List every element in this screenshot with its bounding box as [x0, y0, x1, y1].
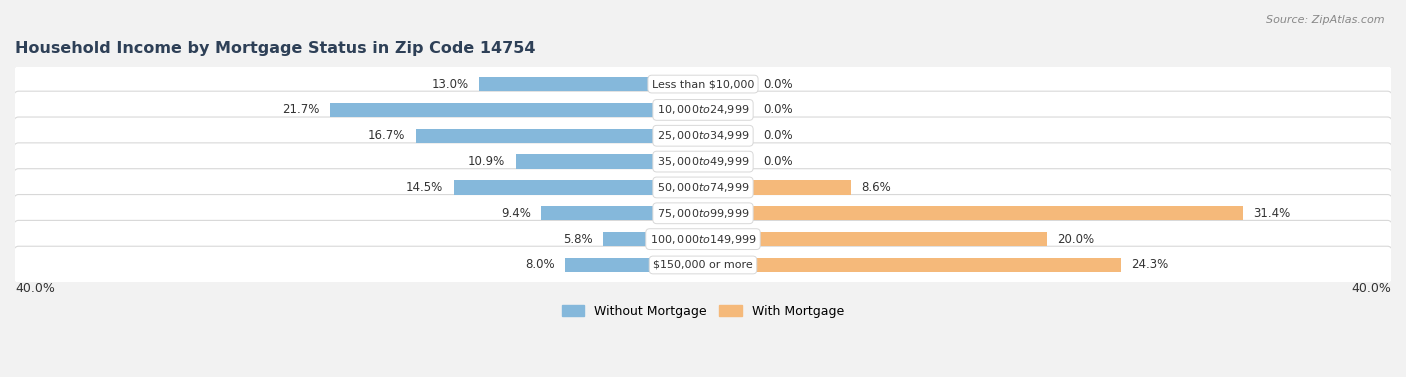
- Text: 8.6%: 8.6%: [862, 181, 891, 194]
- Text: Household Income by Mortgage Status in Zip Code 14754: Household Income by Mortgage Status in Z…: [15, 41, 536, 57]
- Bar: [330, 103, 703, 117]
- Bar: [416, 129, 703, 143]
- Bar: [603, 232, 703, 246]
- Text: 40.0%: 40.0%: [15, 282, 55, 295]
- Text: 8.0%: 8.0%: [526, 259, 555, 271]
- Text: $75,000 to $99,999: $75,000 to $99,999: [657, 207, 749, 220]
- Text: 0.0%: 0.0%: [763, 78, 793, 90]
- Text: $35,000 to $49,999: $35,000 to $49,999: [657, 155, 749, 168]
- FancyBboxPatch shape: [13, 143, 1393, 180]
- Text: 13.0%: 13.0%: [432, 78, 470, 90]
- Text: 16.7%: 16.7%: [368, 129, 405, 142]
- Bar: [703, 180, 851, 195]
- Bar: [541, 206, 703, 221]
- Text: 5.8%: 5.8%: [564, 233, 593, 246]
- Text: 31.4%: 31.4%: [1253, 207, 1291, 220]
- Text: 20.0%: 20.0%: [1057, 233, 1094, 246]
- Bar: [479, 77, 703, 91]
- Text: 0.0%: 0.0%: [763, 103, 793, 116]
- FancyBboxPatch shape: [13, 169, 1393, 206]
- Legend: Without Mortgage, With Mortgage: Without Mortgage, With Mortgage: [557, 300, 849, 323]
- FancyBboxPatch shape: [13, 91, 1393, 129]
- Bar: [703, 206, 1243, 221]
- Text: $10,000 to $24,999: $10,000 to $24,999: [657, 103, 749, 116]
- Text: $25,000 to $34,999: $25,000 to $34,999: [657, 129, 749, 142]
- Bar: [516, 155, 703, 169]
- Text: $50,000 to $74,999: $50,000 to $74,999: [657, 181, 749, 194]
- FancyBboxPatch shape: [13, 117, 1393, 155]
- Text: Source: ZipAtlas.com: Source: ZipAtlas.com: [1267, 15, 1385, 25]
- Bar: [454, 180, 703, 195]
- Text: 10.9%: 10.9%: [468, 155, 505, 168]
- Bar: [703, 232, 1047, 246]
- Text: Less than $10,000: Less than $10,000: [652, 79, 754, 89]
- Text: 24.3%: 24.3%: [1132, 259, 1168, 271]
- Text: 0.0%: 0.0%: [763, 155, 793, 168]
- FancyBboxPatch shape: [13, 221, 1393, 258]
- Bar: [703, 258, 1121, 272]
- Text: $100,000 to $149,999: $100,000 to $149,999: [650, 233, 756, 246]
- FancyBboxPatch shape: [13, 195, 1393, 232]
- Text: 9.4%: 9.4%: [501, 207, 531, 220]
- Text: 40.0%: 40.0%: [1351, 282, 1391, 295]
- Text: 21.7%: 21.7%: [283, 103, 319, 116]
- FancyBboxPatch shape: [13, 246, 1393, 284]
- Text: 0.0%: 0.0%: [763, 129, 793, 142]
- Bar: [565, 258, 703, 272]
- Text: $150,000 or more: $150,000 or more: [654, 260, 752, 270]
- FancyBboxPatch shape: [13, 65, 1393, 103]
- Text: 14.5%: 14.5%: [406, 181, 443, 194]
